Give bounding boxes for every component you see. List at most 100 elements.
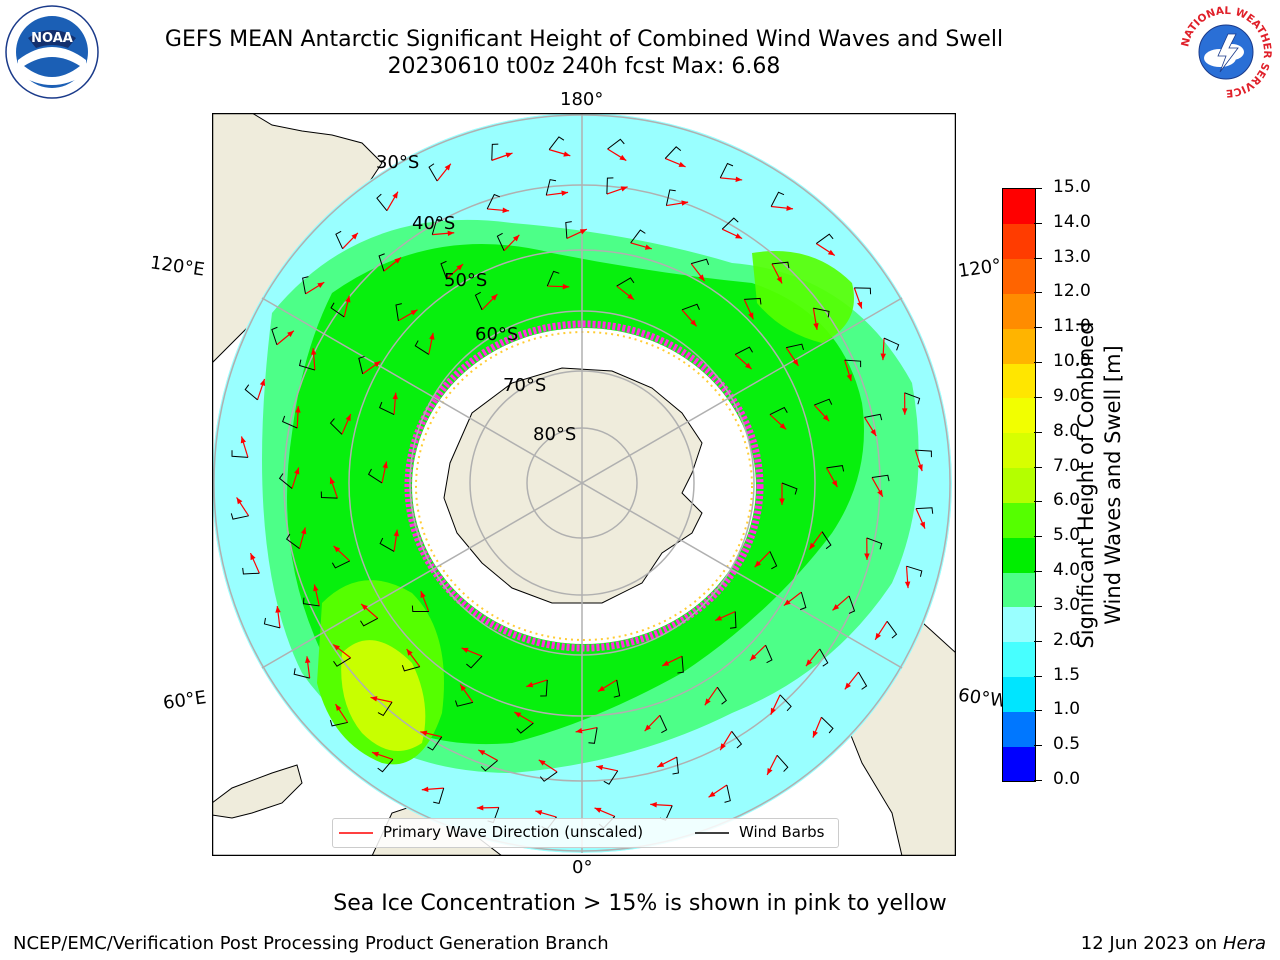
wave-arrow-head bbox=[827, 249, 835, 256]
wind-barb bbox=[395, 303, 402, 321]
wind-barb bbox=[414, 340, 430, 355]
lon-label-upper-right: 120° bbox=[956, 255, 1003, 282]
wind-barb bbox=[731, 731, 743, 749]
lon-label-bottom: 0° bbox=[572, 857, 593, 878]
wind-barb bbox=[886, 620, 898, 639]
wind-barb bbox=[826, 465, 845, 472]
wave-arrow-head bbox=[678, 161, 686, 167]
wind-barb bbox=[376, 193, 388, 212]
wave-arrow-head bbox=[770, 707, 776, 715]
wind-barb bbox=[630, 229, 646, 244]
wave-arrow-head bbox=[240, 436, 246, 444]
wind-barb bbox=[848, 595, 856, 614]
lat-label-50s: 50°S bbox=[444, 270, 488, 291]
wind-barb bbox=[285, 533, 300, 550]
wave-arrow-head bbox=[776, 276, 783, 284]
colorbar-tick-label: 11.0 bbox=[1053, 316, 1091, 337]
wave-arrow-head bbox=[644, 244, 652, 250]
lat-label-40s: 40°S bbox=[412, 213, 456, 234]
wind-barb bbox=[721, 217, 739, 230]
wind-barb bbox=[779, 694, 792, 712]
wave-arrow-head bbox=[429, 332, 435, 340]
wave-arrow-head bbox=[333, 545, 341, 553]
colorbar-tick-label: 1.5 bbox=[1053, 664, 1081, 685]
wave-arrow-head bbox=[662, 660, 670, 666]
wave-arrow-head bbox=[619, 154, 627, 161]
wave-arrow-head bbox=[538, 759, 546, 766]
wind-barb bbox=[302, 276, 309, 294]
wind-barb bbox=[330, 302, 345, 318]
colorbar-tick bbox=[1034, 396, 1042, 398]
wind-barb bbox=[433, 787, 445, 805]
wave-arrow-head bbox=[275, 606, 281, 613]
wind-barb bbox=[360, 617, 379, 627]
wave-arrow-head bbox=[715, 615, 723, 621]
wind-barb bbox=[665, 189, 676, 206]
wind-barb bbox=[281, 415, 298, 429]
wind-barb bbox=[883, 337, 900, 351]
wind-barb bbox=[263, 617, 281, 629]
colorbar-tick-label: 4.0 bbox=[1053, 560, 1081, 581]
colorbar-tick bbox=[1034, 257, 1042, 259]
wind-barb bbox=[411, 605, 429, 613]
colorbar-title-line1: Significant Height of Combined bbox=[1074, 321, 1098, 649]
wind-barb bbox=[271, 326, 278, 345]
wave-arrow-head bbox=[809, 542, 816, 550]
colorbar-tick bbox=[1034, 536, 1042, 538]
colorbar-tick-label: 10.0 bbox=[1053, 351, 1091, 372]
wave-arrow-head bbox=[563, 151, 571, 157]
wave-arrow-head bbox=[919, 521, 925, 529]
wind-barb bbox=[427, 736, 443, 751]
wind-barb bbox=[546, 270, 560, 287]
wind-barb bbox=[719, 162, 734, 179]
wave-arrow-head bbox=[735, 233, 743, 239]
wind-barb bbox=[677, 656, 684, 674]
wind-barb bbox=[681, 303, 700, 311]
wave-arrow-head bbox=[708, 791, 716, 798]
wind-barb bbox=[776, 754, 789, 772]
wave-arrow-head bbox=[372, 751, 380, 757]
wind-barb bbox=[716, 686, 727, 705]
wave-arrow-head bbox=[526, 682, 534, 688]
wind-barb bbox=[672, 757, 679, 775]
footer-date-text: 12 Jun 2023 on bbox=[1080, 933, 1218, 954]
wave-arrow-head bbox=[792, 359, 799, 366]
wind-barb bbox=[813, 307, 830, 318]
wave-arrow-head bbox=[259, 378, 266, 386]
wave-direction-arrows bbox=[230, 136, 934, 831]
colorbar-segment bbox=[1003, 467, 1035, 503]
wave-arrow-head bbox=[250, 553, 256, 561]
wave-arrow-head bbox=[844, 682, 851, 690]
wind-barb bbox=[242, 567, 260, 575]
wind-barb bbox=[377, 701, 393, 717]
colorbar-segment bbox=[1003, 363, 1035, 399]
wave-arrow-head bbox=[361, 603, 368, 611]
colorbar-tick bbox=[1034, 222, 1042, 224]
wave-arrow-head bbox=[394, 257, 402, 264]
colorbar-tick-label: 3.0 bbox=[1053, 594, 1081, 615]
wind-barb bbox=[915, 449, 932, 458]
wind-barb bbox=[821, 531, 832, 550]
colorbar-tick-label: 9.0 bbox=[1053, 385, 1081, 406]
colorbar-tick bbox=[1034, 327, 1042, 329]
wind-barb bbox=[858, 671, 868, 690]
wave-arrow-head bbox=[373, 361, 381, 368]
colorbar-segment bbox=[1003, 293, 1035, 329]
wave-arrow-head bbox=[294, 467, 300, 475]
wave-arrow-head bbox=[832, 604, 840, 611]
wind-barb bbox=[769, 551, 778, 570]
lon-label-top: 180° bbox=[560, 89, 604, 110]
lat-label-80s: 80°S bbox=[533, 424, 577, 445]
wind-barb bbox=[800, 592, 807, 611]
wave-arrow-head bbox=[305, 656, 311, 664]
wind-barb bbox=[329, 719, 348, 727]
wave-arrow-head bbox=[461, 647, 469, 653]
wind-barb bbox=[298, 359, 316, 371]
wind-barb bbox=[815, 233, 834, 244]
wave-arrow-head bbox=[345, 414, 351, 422]
wave-arrow-head bbox=[846, 374, 852, 382]
colorbar-tick-label: 15.0 bbox=[1053, 177, 1091, 197]
wave-arrow-head bbox=[783, 599, 791, 606]
land-antarctica bbox=[443, 367, 703, 604]
wind-barb bbox=[659, 715, 668, 734]
